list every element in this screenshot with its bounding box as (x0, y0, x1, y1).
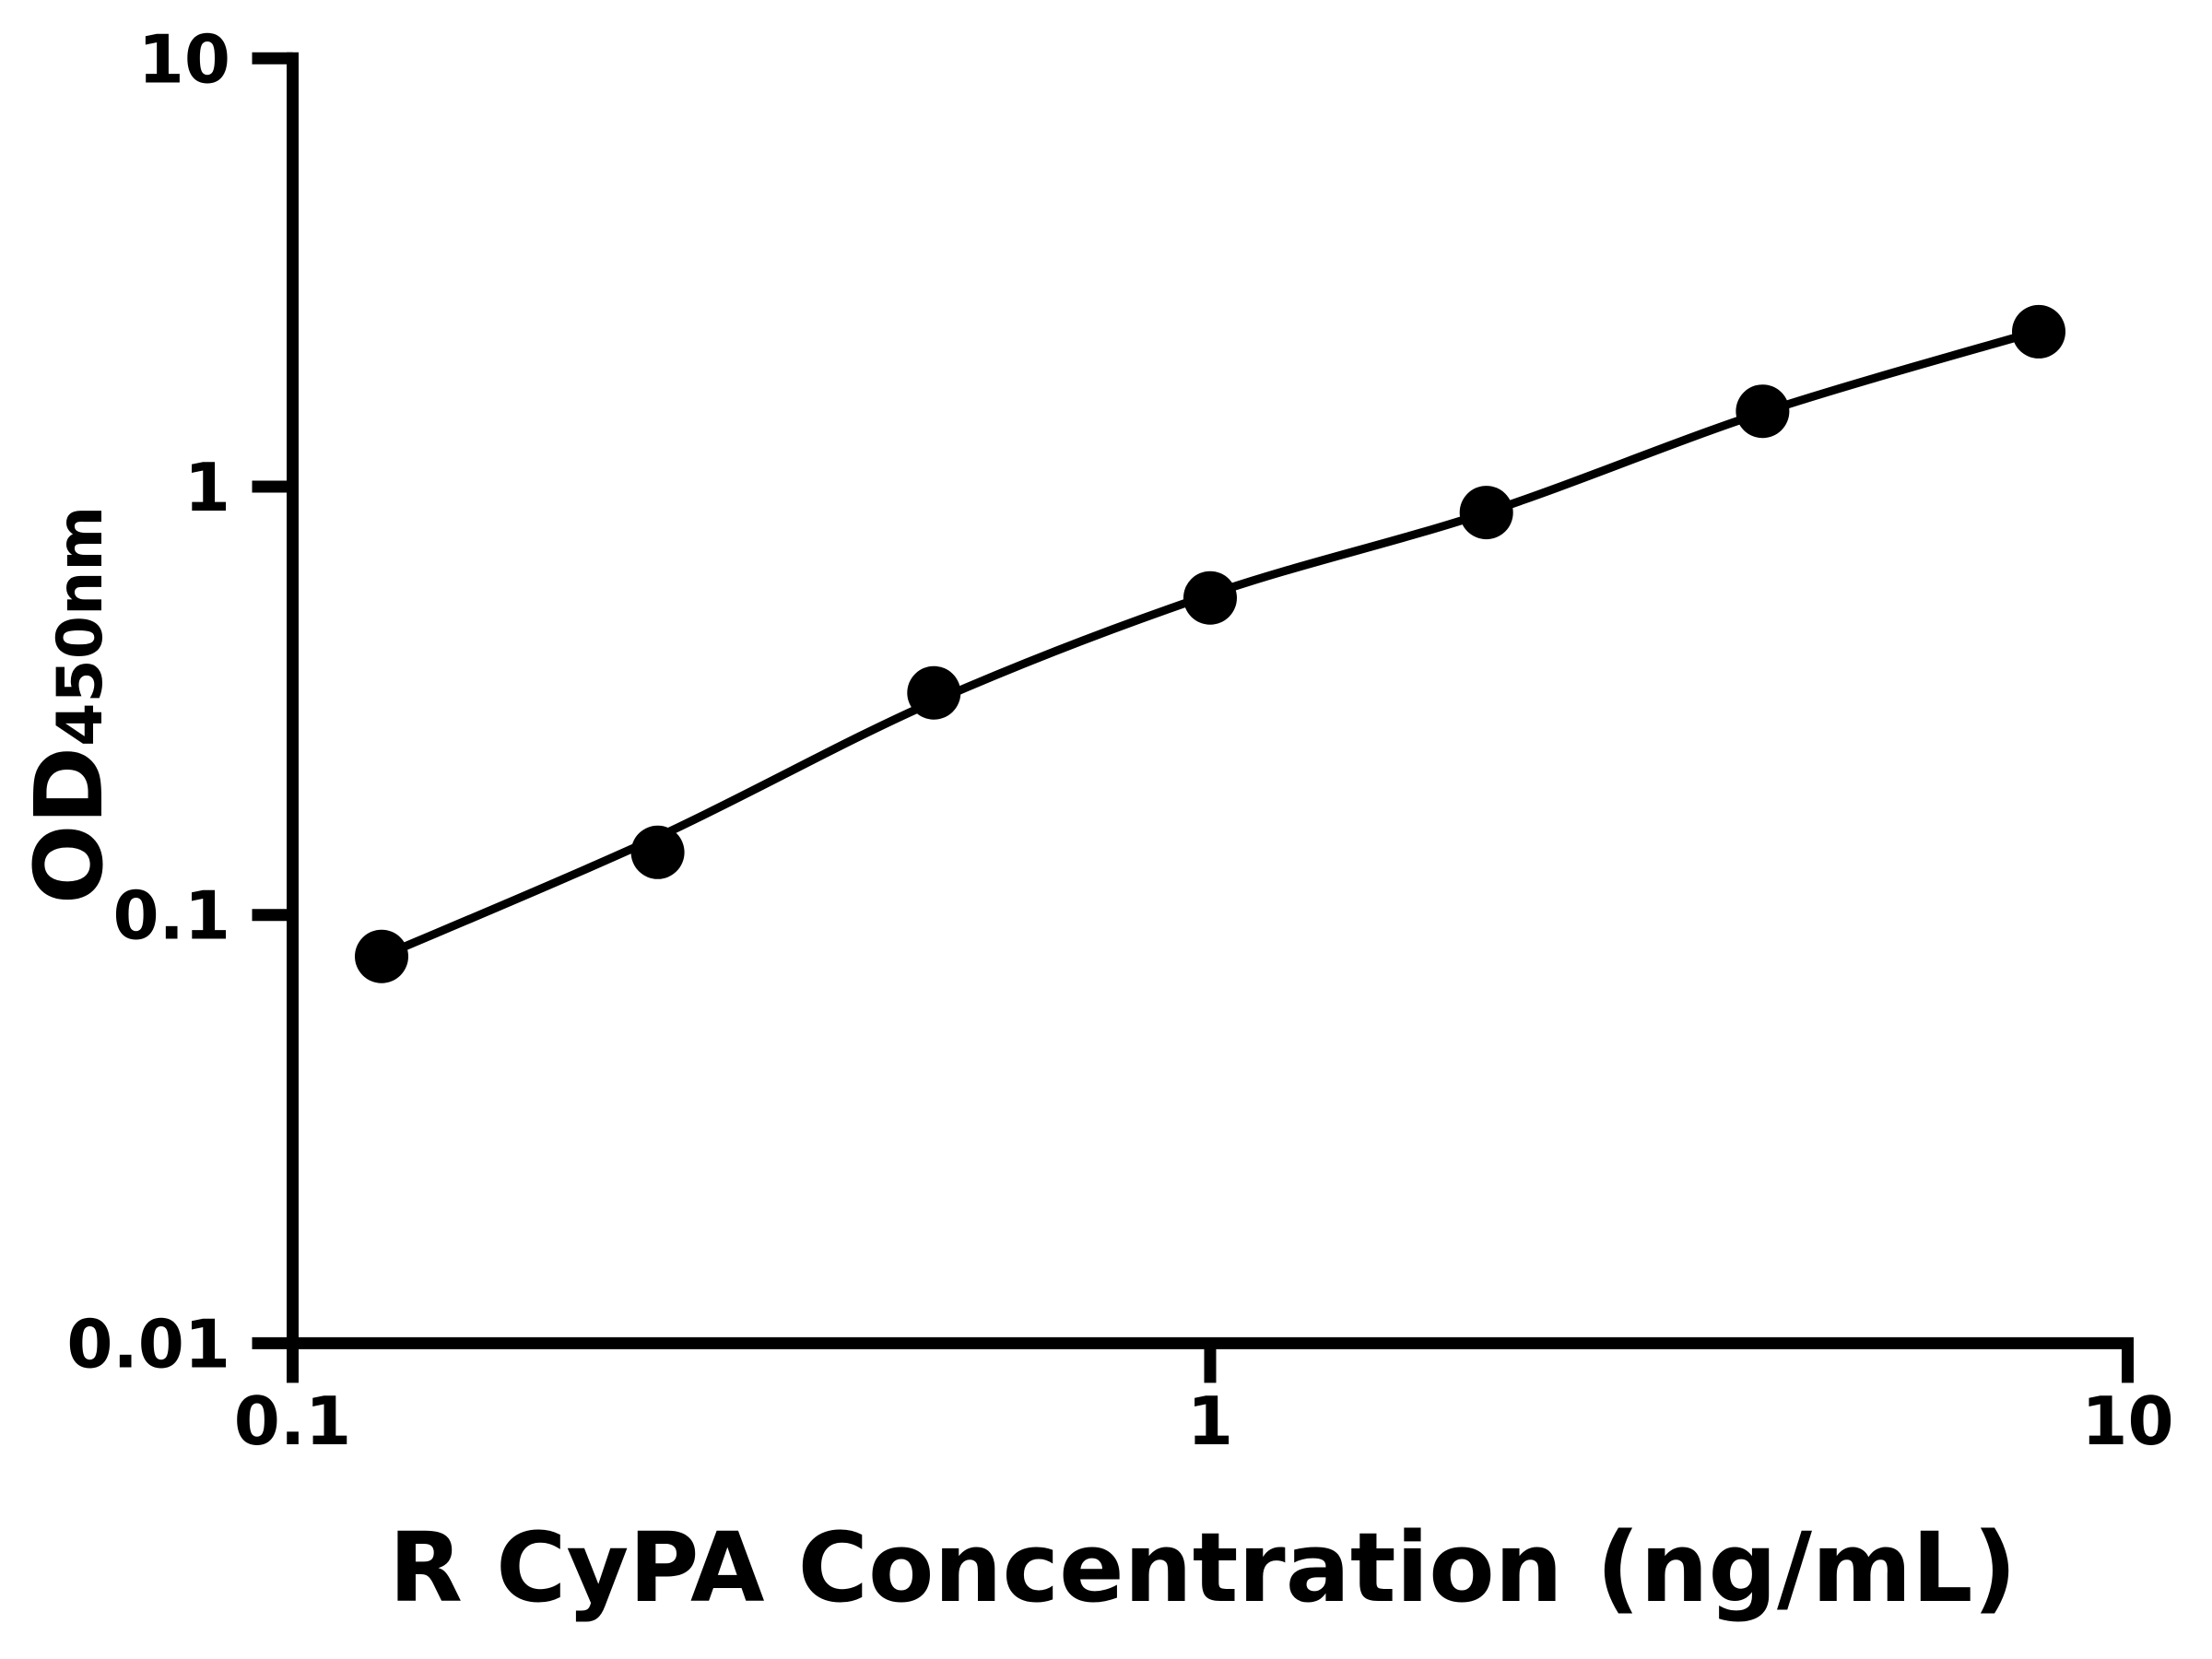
y-tick-label-10: 10 (138, 20, 230, 98)
x-tick-label-0.1: 0.1 (234, 1382, 352, 1460)
axis-spine (287, 52, 2134, 1349)
y-tick-label-1: 1 (184, 449, 230, 526)
y-axis-title-main: OD (15, 747, 124, 904)
data-point (355, 929, 408, 983)
axis-ticks (252, 52, 2134, 1383)
data-point (1735, 384, 1790, 439)
x-tick-label-10: 10 (2081, 1382, 2173, 1460)
axes (287, 52, 2134, 1349)
y-axis-title-sub: 450nm (44, 506, 117, 747)
data-point (630, 825, 685, 879)
y-tick-label-0.1: 0.1 (112, 877, 230, 955)
data-point (907, 665, 961, 720)
x-axis-title: R CyPA Concentration (ng/mL) (389, 1512, 2017, 1624)
data-point (2012, 304, 2065, 359)
data-points (355, 304, 2065, 983)
x-tick-label-1: 1 (1187, 1382, 1233, 1460)
fitted-curve (377, 326, 2043, 961)
y-axis-title: OD450nm (15, 506, 124, 905)
data-point (1183, 571, 1237, 625)
y-tick-label-0.01: 0.01 (66, 1305, 230, 1382)
data-point (1459, 486, 1513, 540)
